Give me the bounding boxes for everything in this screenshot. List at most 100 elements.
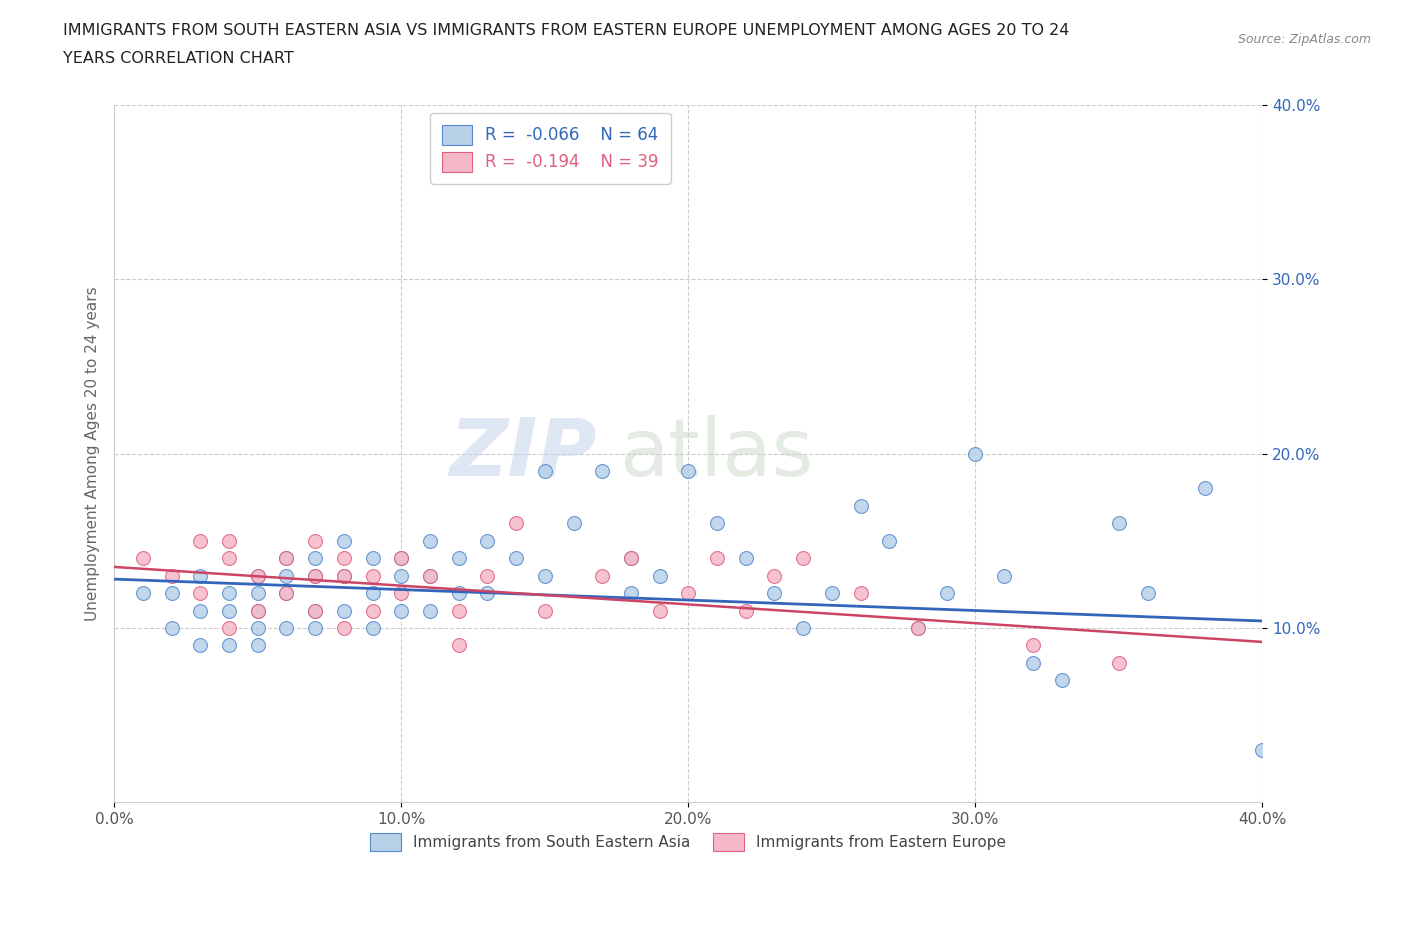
Point (877, 533, 900, 548)
Point (160, 586, 183, 601)
Point (620, 551, 643, 565)
Point (276, 551, 298, 565)
Point (276, 568, 298, 583)
Point (1108, 516, 1130, 531)
Point (246, 568, 269, 583)
Point (218, 638, 240, 653)
Point (734, 551, 756, 565)
Point (763, 586, 786, 601)
Point (304, 568, 326, 583)
Point (160, 568, 183, 583)
Point (188, 568, 211, 583)
Point (276, 620, 298, 635)
Point (333, 603, 356, 618)
Point (591, 463, 613, 478)
Point (276, 586, 298, 601)
Point (907, 620, 929, 635)
Point (333, 551, 356, 565)
Point (792, 551, 814, 565)
Point (965, 446, 987, 461)
Point (389, 551, 412, 565)
Point (734, 603, 756, 618)
Text: YEARS CORRELATION CHART: YEARS CORRELATION CHART (63, 51, 294, 66)
Point (821, 586, 844, 601)
Point (188, 638, 211, 653)
Point (304, 603, 326, 618)
Point (188, 603, 211, 618)
Point (304, 603, 326, 618)
Point (218, 586, 240, 601)
Point (477, 586, 499, 601)
Point (304, 551, 326, 565)
Y-axis label: Unemployment Among Ages 20 to 24 years: Unemployment Among Ages 20 to 24 years (86, 286, 100, 621)
Point (218, 620, 240, 635)
Point (188, 586, 211, 601)
Point (1108, 656, 1130, 671)
Point (333, 620, 356, 635)
Point (1136, 586, 1159, 601)
Point (935, 586, 957, 601)
Point (246, 586, 269, 601)
Point (160, 620, 183, 635)
Point (276, 586, 298, 601)
Point (419, 568, 441, 583)
Point (419, 568, 441, 583)
Point (304, 620, 326, 635)
Point (447, 638, 470, 653)
Point (505, 516, 527, 531)
Point (361, 551, 384, 565)
Legend: Immigrants from South Eastern Asia, Immigrants from Eastern Europe: Immigrants from South Eastern Asia, Immi… (364, 827, 1012, 857)
Text: IMMIGRANTS FROM SOUTH EASTERN ASIA VS IMMIGRANTS FROM EASTERN EUROPE UNEMPLOYMEN: IMMIGRANTS FROM SOUTH EASTERN ASIA VS IM… (63, 23, 1070, 38)
Point (562, 516, 585, 531)
Point (648, 603, 671, 618)
Point (304, 533, 326, 548)
Point (447, 551, 470, 565)
Point (246, 620, 269, 635)
Point (389, 603, 412, 618)
Point (849, 498, 872, 513)
Point (620, 586, 643, 601)
Point (419, 533, 441, 548)
Point (1251, 743, 1274, 758)
Point (1050, 672, 1073, 687)
Point (907, 620, 929, 635)
Point (620, 551, 643, 565)
Point (533, 568, 555, 583)
Point (389, 568, 412, 583)
Point (246, 638, 269, 653)
Point (246, 603, 269, 618)
Point (763, 568, 786, 583)
Point (533, 603, 555, 618)
Point (304, 568, 326, 583)
Point (1022, 638, 1045, 653)
Point (678, 586, 700, 601)
Point (505, 551, 527, 565)
Point (648, 568, 671, 583)
Point (361, 586, 384, 601)
Point (132, 551, 155, 565)
Point (276, 551, 298, 565)
Point (246, 568, 269, 583)
Point (533, 463, 555, 478)
Point (993, 568, 1015, 583)
Point (477, 533, 499, 548)
Point (389, 586, 412, 601)
Point (792, 620, 814, 635)
Point (218, 603, 240, 618)
Point (1194, 481, 1216, 496)
Point (246, 603, 269, 618)
Point (447, 586, 470, 601)
Point (447, 603, 470, 618)
Point (419, 603, 441, 618)
Point (333, 568, 356, 583)
Point (188, 533, 211, 548)
Point (591, 568, 613, 583)
Point (477, 568, 499, 583)
Point (132, 586, 155, 601)
Point (849, 586, 872, 601)
Point (218, 533, 240, 548)
Text: atlas: atlas (620, 415, 814, 493)
Point (218, 551, 240, 565)
Text: Source: ZipAtlas.com: Source: ZipAtlas.com (1237, 33, 1371, 46)
Point (361, 603, 384, 618)
